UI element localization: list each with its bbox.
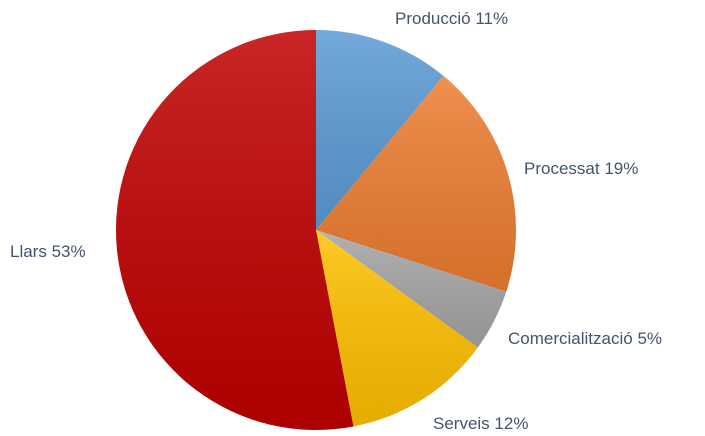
label-value: 53% <box>52 242 86 261</box>
slice-shade <box>316 75 516 292</box>
slice-label: Producció 11% <box>395 9 508 28</box>
slice-shade <box>316 30 444 230</box>
label-value: 5% <box>637 329 662 348</box>
label-category: Llars <box>10 242 47 261</box>
slice-shade <box>116 30 354 430</box>
slice-shade <box>316 230 507 348</box>
label-value: 19% <box>604 159 638 178</box>
slice-label: Llars 53% <box>10 242 86 261</box>
slice-label: Serveis 12% <box>433 414 528 433</box>
label-category: Serveis <box>433 414 490 433</box>
label-value: 11% <box>475 9 508 28</box>
label-category: Processat <box>524 159 600 178</box>
label-value: 12% <box>494 414 528 433</box>
slice-shade <box>316 230 478 427</box>
slice-label: Comercialització 5% <box>508 329 662 348</box>
label-category: Comercialització <box>508 329 633 348</box>
slice-label: Processat 19% <box>524 159 638 178</box>
label-category: Producció <box>395 9 471 28</box>
